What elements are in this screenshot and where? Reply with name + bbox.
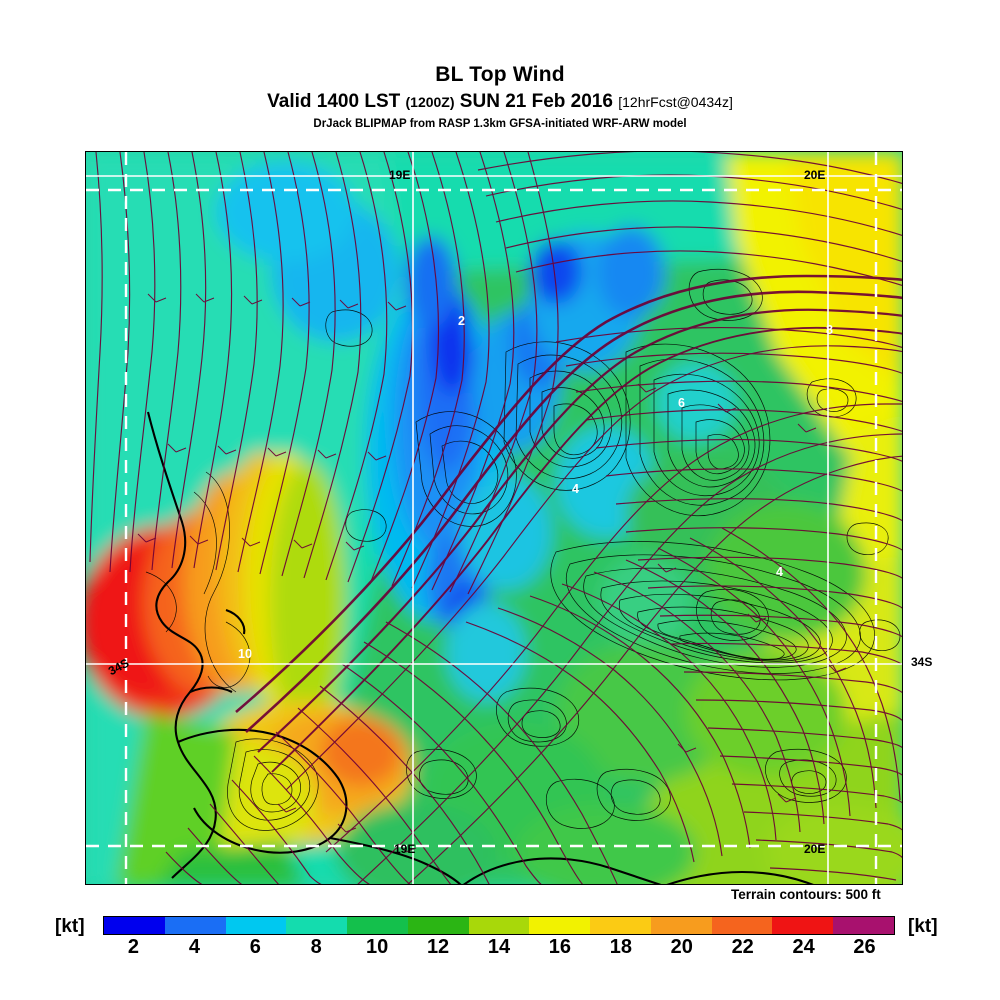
colorbar-unit-left: [kt] xyxy=(55,916,85,937)
colorbar-ticks: 2 4 6 8 10 12 14 16 18 20 22 24 26 xyxy=(103,936,895,962)
windspeed-field xyxy=(86,152,902,884)
model-credit: DrJack BLIPMAP from RASP 1.3km GFSA-init… xyxy=(313,118,687,130)
colorbar-tick-6: 6 xyxy=(249,936,261,958)
page-title: BL Top Wind xyxy=(435,63,565,86)
colorbar-tick-14: 14 xyxy=(487,936,511,958)
colorbar: [kt] [kt] 2 4 6 8 10 12 14 16 18 20 22 24 26 xyxy=(0,905,1000,965)
map-canvas xyxy=(86,152,902,884)
colorbar-band-7-9 xyxy=(286,917,348,934)
colorbar-band-25-27 xyxy=(833,917,894,934)
colorbar-bands xyxy=(103,916,895,935)
subtitle-valid-time: Valid 1400 LST xyxy=(267,91,406,112)
speed-label-10: 10 xyxy=(238,647,252,661)
colorbar-band-9-11 xyxy=(347,917,408,934)
colorbar-unit-right: [kt] xyxy=(908,916,938,937)
streamlines xyxy=(89,152,902,884)
terrain-contours xyxy=(145,268,901,831)
colorbar-band-11-13 xyxy=(407,917,469,934)
terrain-contour-note: Terrain contours: 500 ft xyxy=(728,886,884,903)
colorbar-tick-10: 10 xyxy=(366,936,389,958)
colorbar-band-17-19 xyxy=(590,917,651,934)
speed-label-6: 6 xyxy=(678,396,685,410)
colorbar-tick-2: 2 xyxy=(127,936,140,958)
grid-label-34s-right: 34S xyxy=(911,655,933,669)
colorbar-band-5-7 xyxy=(225,917,287,934)
colorbar-tick-22: 22 xyxy=(731,936,754,958)
title-block: BL Top Wind Valid 1400 LST (1200Z) SUN 2… xyxy=(0,0,1000,131)
latlon-grid xyxy=(86,152,902,884)
colorbar-band-15-17 xyxy=(529,917,591,934)
subtitle-zulu-time: (1200Z) xyxy=(405,94,455,110)
colorbar-band-23-25 xyxy=(772,917,834,934)
subtitle-forecast-age: [12hrFcst@0434z] xyxy=(618,94,733,110)
grid-label-19e-bottom: 19E xyxy=(394,842,416,856)
speed-label-2: 2 xyxy=(458,314,465,328)
subtitle-date: SUN 21 Feb 2016 xyxy=(454,91,619,112)
colorbar-band-13-15 xyxy=(468,917,530,934)
grid-label-19e-top: 19E xyxy=(389,168,411,182)
colorbar-tick-20: 20 xyxy=(670,936,693,958)
subtitle: Valid 1400 LST (1200Z) SUN 21 Feb 2016 [… xyxy=(0,92,1000,113)
colorbar-band-19-21 xyxy=(650,917,712,934)
colorbar-tick-8: 8 xyxy=(310,936,322,958)
colorbar-tick-26: 26 xyxy=(853,936,876,958)
speed-label-8: 8 xyxy=(826,323,833,337)
colorbar-tick-4: 4 xyxy=(188,936,200,958)
colorbar-tick-12: 12 xyxy=(426,936,450,958)
coastline xyxy=(146,411,814,884)
colorbar-band-1-3 xyxy=(104,917,165,934)
colorbar-band-3-5 xyxy=(164,917,226,934)
weather-map[interactable]: 19E 20E 19E 20E 34S 2 8 6 4 4 10 xyxy=(85,151,903,885)
map-layers xyxy=(86,152,902,884)
colorbar-tick-16: 16 xyxy=(548,936,572,958)
speed-label-4b: 4 xyxy=(776,565,783,579)
speed-label-4a: 4 xyxy=(572,482,579,496)
grid-label-20e-bottom: 20E xyxy=(804,842,826,856)
colorbar-band-21-23 xyxy=(711,917,773,934)
colorbar-tick-18: 18 xyxy=(609,936,632,958)
colorbar-tick-24: 24 xyxy=(792,936,815,958)
grid-label-20e-top: 20E xyxy=(804,168,826,182)
